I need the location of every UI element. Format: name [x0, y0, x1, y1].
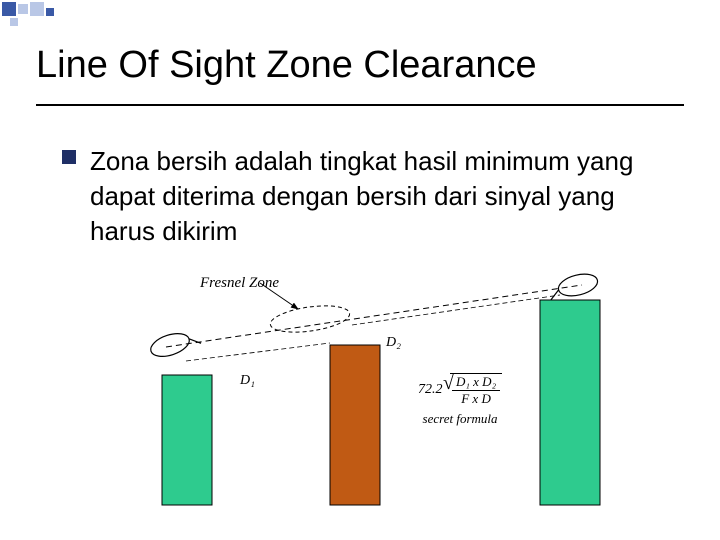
formula: 72.2 √ D₁ x D₂ F x D secret formula — [418, 373, 502, 427]
deco-sq — [10, 18, 18, 26]
bullet-square-icon — [62, 150, 76, 164]
tower-left — [162, 375, 212, 505]
d1-label: D₁ — [240, 373, 255, 389]
d2-guide — [352, 295, 560, 325]
corner-decoration — [0, 0, 140, 30]
bullet-item: Zona bersih adalah tingkat hasil minimum… — [62, 144, 682, 249]
fresnel-label: Fresnel Zone — [200, 275, 279, 292]
deco-sq — [30, 2, 44, 16]
deco-sq — [2, 2, 16, 16]
d1-guide — [186, 343, 330, 361]
fresnel-ellipse — [269, 302, 352, 337]
diagram-svg — [100, 265, 660, 525]
formula-prefix: 72.2 — [418, 382, 443, 397]
formula-numerator: D₁ x D₂ — [452, 374, 500, 391]
deco-sq — [46, 8, 54, 16]
fresnel-diagram: Fresnel Zone D₁ D₂ 72.2 √ D₁ x D₂ F x D … — [100, 265, 660, 525]
d2-label: D₂ — [386, 335, 401, 351]
slide-title: Line Of Sight Zone Clearance — [36, 44, 684, 87]
line-of-sight — [166, 285, 582, 347]
bullet-text: Zona bersih adalah tingkat hasil minimum… — [90, 144, 682, 249]
sqrt-icon: √ — [443, 372, 454, 395]
body: Zona bersih adalah tingkat hasil minimum… — [62, 144, 682, 249]
tower-middle — [330, 345, 380, 505]
slide: Line Of Sight Zone Clearance Zona bersih… — [0, 0, 720, 540]
title-underline — [36, 104, 684, 106]
tower-right — [540, 300, 600, 505]
title-wrap: Line Of Sight Zone Clearance — [36, 44, 684, 87]
formula-caption: secret formula — [418, 411, 502, 427]
antenna-left-icon — [148, 326, 202, 360]
deco-sq — [18, 4, 28, 14]
formula-denominator: F x D — [452, 391, 500, 407]
